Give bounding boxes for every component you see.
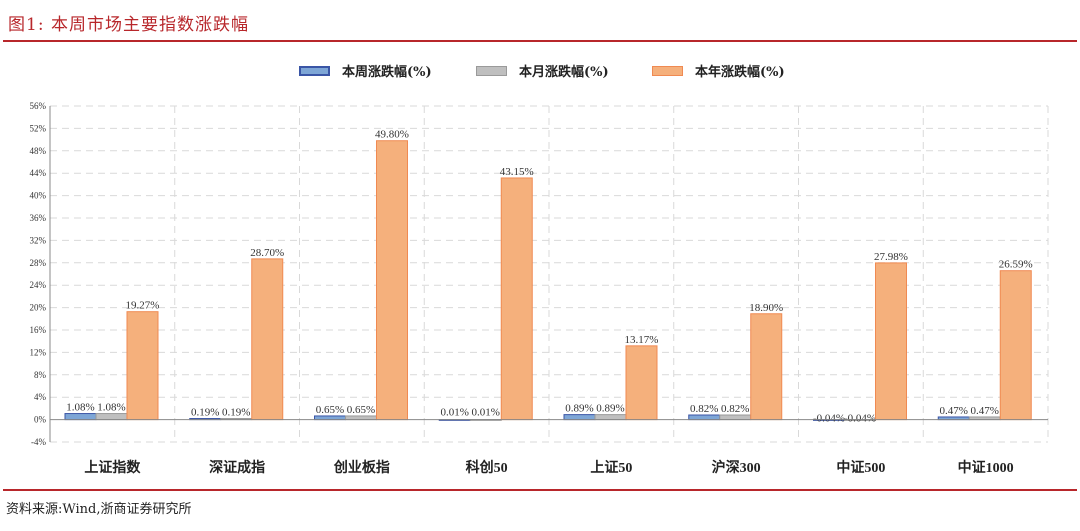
bar-yearly	[500, 177, 533, 421]
x-category-label: 深证成指	[209, 459, 265, 476]
legend-item-weekly: 本周涨跌幅(%)	[299, 61, 432, 80]
bar-value-label: -0.04%	[844, 413, 876, 425]
footer-divider	[3, 489, 1077, 491]
y-tick-label: 56%	[30, 101, 47, 111]
y-tick-label: 48%	[30, 146, 47, 156]
legend-label-weekly: 本周涨跌幅(%)	[342, 65, 432, 80]
y-tick-label: 12%	[30, 347, 47, 357]
bar-value-label: 0.47%	[940, 405, 968, 417]
x-category-label: 中证500	[836, 459, 885, 476]
bar-yearly	[750, 313, 783, 421]
bar-value-label: 1.08%	[97, 402, 125, 414]
y-tick-label: 0%	[34, 415, 47, 425]
legend-item-yearly: 本年涨跌幅(%)	[652, 61, 785, 80]
legend-item-monthly: 本月涨跌幅(%)	[476, 61, 609, 80]
chart-legend: 本周涨跌幅(%) 本月涨跌幅(%) 本年涨跌幅(%)	[0, 61, 1080, 81]
y-tick-label: 24%	[30, 280, 47, 290]
bar-monthly	[594, 414, 627, 421]
legend-swatch-monthly	[476, 65, 507, 76]
y-tick-label: 8%	[34, 370, 47, 380]
bar-monthly	[719, 414, 752, 421]
bar-value-label: 0.01%	[441, 407, 469, 419]
bar-yearly	[376, 140, 408, 421]
x-category-label: 上证指数	[84, 459, 141, 476]
y-tick-label: 4%	[34, 392, 47, 402]
bar-value-label: 0.89%	[596, 403, 624, 415]
y-tick-label: 20%	[30, 303, 47, 313]
bar-value-label: 0.65%	[347, 404, 375, 416]
source-note: 资料来源:Wind,浙商证券研究所	[6, 502, 192, 517]
y-tick-label: 52%	[30, 123, 47, 133]
bar-value-label: -0.04%	[813, 413, 845, 425]
bar-value-label: 0.89%	[565, 403, 593, 415]
y-tick-label: 28%	[30, 258, 47, 268]
bar-weekly	[563, 414, 596, 421]
legend-label-yearly: 本年涨跌幅(%)	[695, 65, 785, 80]
bar-monthly	[95, 413, 128, 421]
bar-value-label: 0.19%	[222, 407, 250, 419]
legend-label-monthly: 本月涨跌幅(%)	[519, 65, 609, 80]
bar-value-label: 19.27%	[126, 300, 160, 312]
bar-weekly	[64, 413, 97, 421]
legend-swatch-weekly	[299, 65, 330, 76]
bar-value-label: 0.82%	[690, 403, 718, 415]
bar-yearly	[625, 345, 658, 421]
y-tick-label: 32%	[30, 235, 47, 245]
bar-yearly	[999, 270, 1032, 421]
y-tick-label: 36%	[30, 213, 47, 223]
x-category-label: 上证50	[590, 460, 632, 476]
y-tick-label: 44%	[30, 168, 47, 178]
bar-value-label: 13.17%	[625, 334, 659, 346]
x-category-label: 中证1000	[958, 459, 1014, 476]
y-tick-label: 40%	[30, 191, 47, 201]
chart-title: 图1: 本周市场主要指数涨跌幅	[8, 15, 249, 35]
bar-value-label: 49.80%	[375, 129, 409, 141]
bar-value-label: 1.08%	[66, 402, 94, 414]
bar-value-label: 28.70%	[250, 247, 284, 259]
bar-yearly	[126, 311, 159, 421]
y-tick-label: -4%	[31, 437, 46, 447]
legend-swatch-yearly	[652, 65, 683, 76]
bar-value-label: 27.98%	[874, 251, 908, 263]
bar-monthly	[345, 415, 377, 421]
bar-yearly	[251, 258, 284, 421]
bar-value-label: 0.65%	[316, 404, 344, 416]
x-category-label: 沪深300	[712, 459, 761, 476]
x-category-label: 科创50	[466, 459, 508, 476]
bar-value-label: 0.19%	[191, 407, 219, 419]
bar-value-label: 18.90%	[749, 302, 783, 314]
y-tick-label: 16%	[30, 325, 47, 335]
bar-weekly	[314, 415, 346, 421]
bar-value-label: 43.15%	[500, 166, 534, 178]
bar-value-label: 0.01%	[472, 407, 500, 419]
title-divider	[3, 40, 1077, 42]
bar-value-label: 26.59%	[999, 259, 1033, 271]
bar-yearly	[875, 262, 907, 421]
bar-weekly	[688, 414, 721, 421]
bar-value-label: 0.82%	[721, 403, 749, 415]
x-category-label: 创业板指	[333, 459, 390, 476]
bar-value-label: 0.47%	[971, 405, 999, 417]
